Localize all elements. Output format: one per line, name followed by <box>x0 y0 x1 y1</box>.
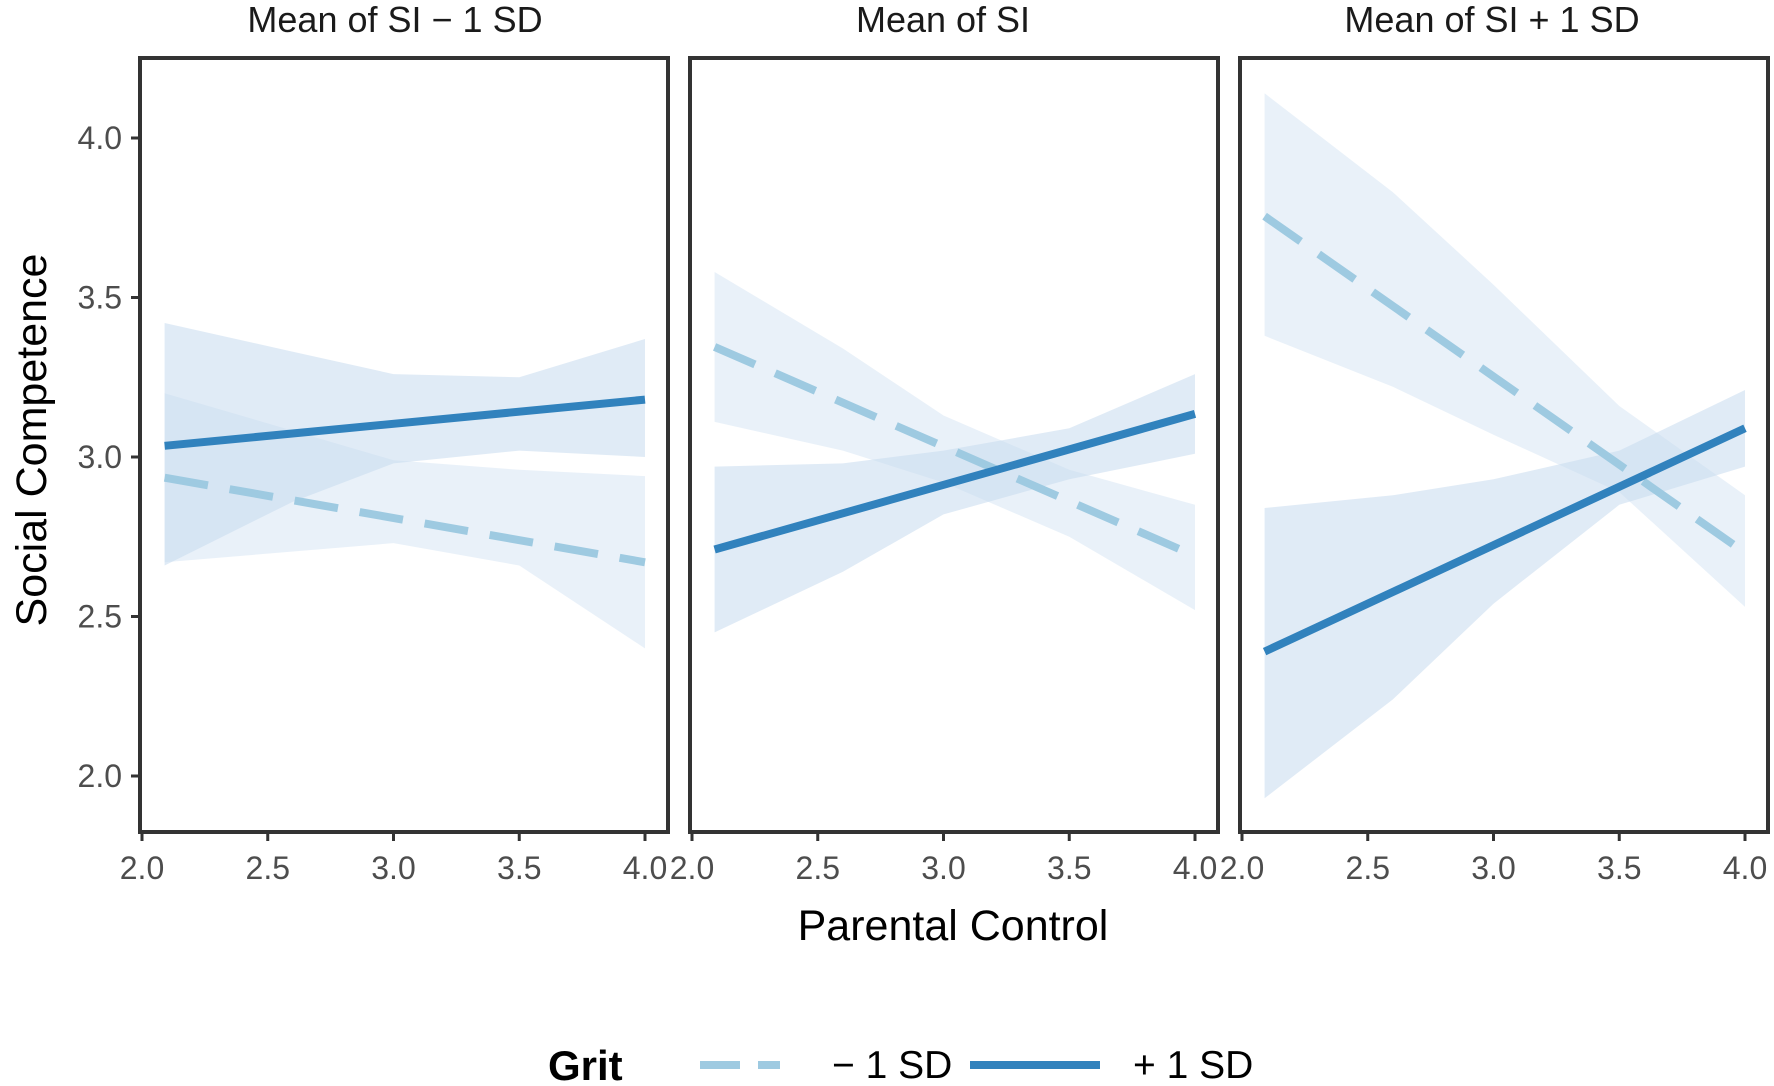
legend-label-minus-1sd: − 1 SD <box>832 1044 952 1086</box>
x-tick-label: 3.0 <box>921 850 965 886</box>
ci-ribbon-minus-1sd <box>714 272 1195 611</box>
series-line-minus-1sd <box>163 473 646 567</box>
y-axis-title: Social Competence <box>8 254 56 627</box>
legend: Grit − 1 SD + 1 SD <box>548 1042 1253 1086</box>
x-tick-label: 3.5 <box>497 850 541 886</box>
x-tick-label: 4.0 <box>1723 850 1767 886</box>
panel-2 <box>688 56 1220 841</box>
ci-ribbon-plus-1sd <box>164 323 645 566</box>
x-tick-label: 2.5 <box>1346 850 1390 886</box>
x-tick-label: 3.5 <box>1597 850 1641 886</box>
y-tick-label: 4.0 <box>78 120 122 156</box>
series-line-plus-1sd <box>1262 424 1747 656</box>
x-tick-label: 2.0 <box>670 850 714 886</box>
x-tick-label: 2.0 <box>120 850 164 886</box>
x-tick-label: 3.0 <box>1471 850 1515 886</box>
panel-border <box>1238 56 1770 834</box>
x-tick-label: 3.0 <box>371 850 415 886</box>
panel-title-2: Mean of SI <box>856 0 1030 40</box>
panel-border <box>138 56 670 834</box>
x-tick-label: 4.0 <box>1173 850 1217 886</box>
x-axis-title: Parental Control <box>798 902 1109 950</box>
x-tick-label: 2.5 <box>796 850 840 886</box>
panel-1 <box>138 56 670 841</box>
ci-ribbon-plus-1sd <box>1264 390 1745 799</box>
panel-border <box>688 56 1220 834</box>
y-tick-label: 3.5 <box>78 280 122 316</box>
legend-title: Grit <box>548 1042 623 1086</box>
panel-title-1: Mean of SI − 1 SD <box>247 0 542 40</box>
legend-label-plus-1sd: + 1 SD <box>1133 1044 1253 1086</box>
x-tick-label: 3.5 <box>1047 850 1091 886</box>
series-line-minus-1sd <box>713 343 1197 560</box>
y-tick-label: 2.0 <box>78 758 122 794</box>
series-line-minus-1sd <box>1262 212 1748 556</box>
x-tick-label: 2.0 <box>1220 850 1264 886</box>
x-tick-label: 2.5 <box>246 850 290 886</box>
panel-title-3: Mean of SI + 1 SD <box>1344 0 1639 40</box>
panel-3 <box>1238 56 1770 841</box>
y-tick-label: 2.5 <box>78 599 122 635</box>
x-tick-label: 4.0 <box>623 850 667 886</box>
ci-ribbon-plus-1sd <box>714 374 1195 633</box>
series-line-plus-1sd <box>164 395 646 450</box>
y-tick-label: 3.0 <box>78 439 122 475</box>
series-line-plus-1sd <box>713 410 1197 554</box>
